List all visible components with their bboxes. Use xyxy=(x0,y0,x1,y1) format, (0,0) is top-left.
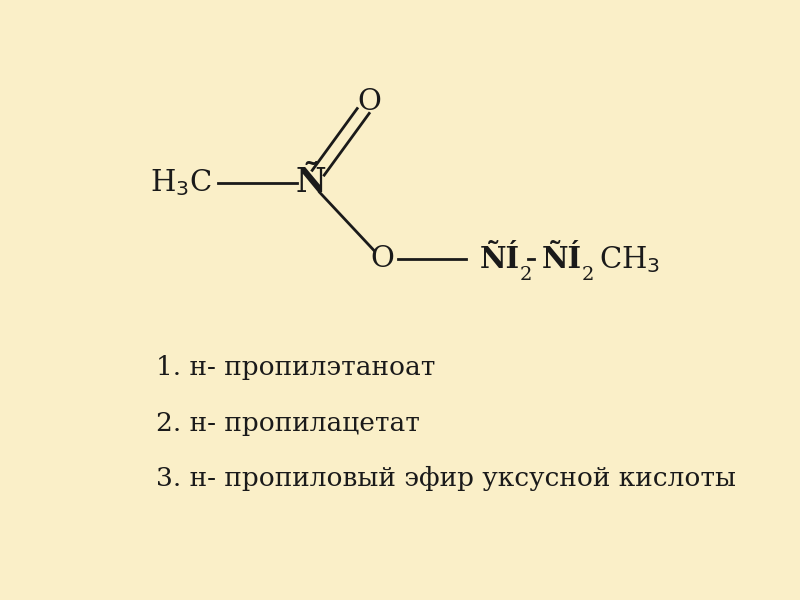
Text: 1. н- пропилэтаноат: 1. н- пропилэтаноат xyxy=(156,355,435,380)
Text: 2. н- пропилацетат: 2. н- пропилацетат xyxy=(156,410,420,436)
Text: 2: 2 xyxy=(520,266,532,284)
Text: O: O xyxy=(370,245,394,273)
Text: Ñ: Ñ xyxy=(295,166,326,199)
Text: O: O xyxy=(358,88,382,116)
Text: H$_3$C: H$_3$C xyxy=(150,167,211,198)
Text: 2: 2 xyxy=(582,266,594,284)
Text: ÑÍ: ÑÍ xyxy=(480,245,520,274)
Text: ÑÍ: ÑÍ xyxy=(542,245,582,274)
Text: CH$_3$: CH$_3$ xyxy=(599,244,661,275)
Text: 3. н- пропиловый эфир уксусной кислоты: 3. н- пропиловый эфир уксусной кислоты xyxy=(156,466,736,491)
